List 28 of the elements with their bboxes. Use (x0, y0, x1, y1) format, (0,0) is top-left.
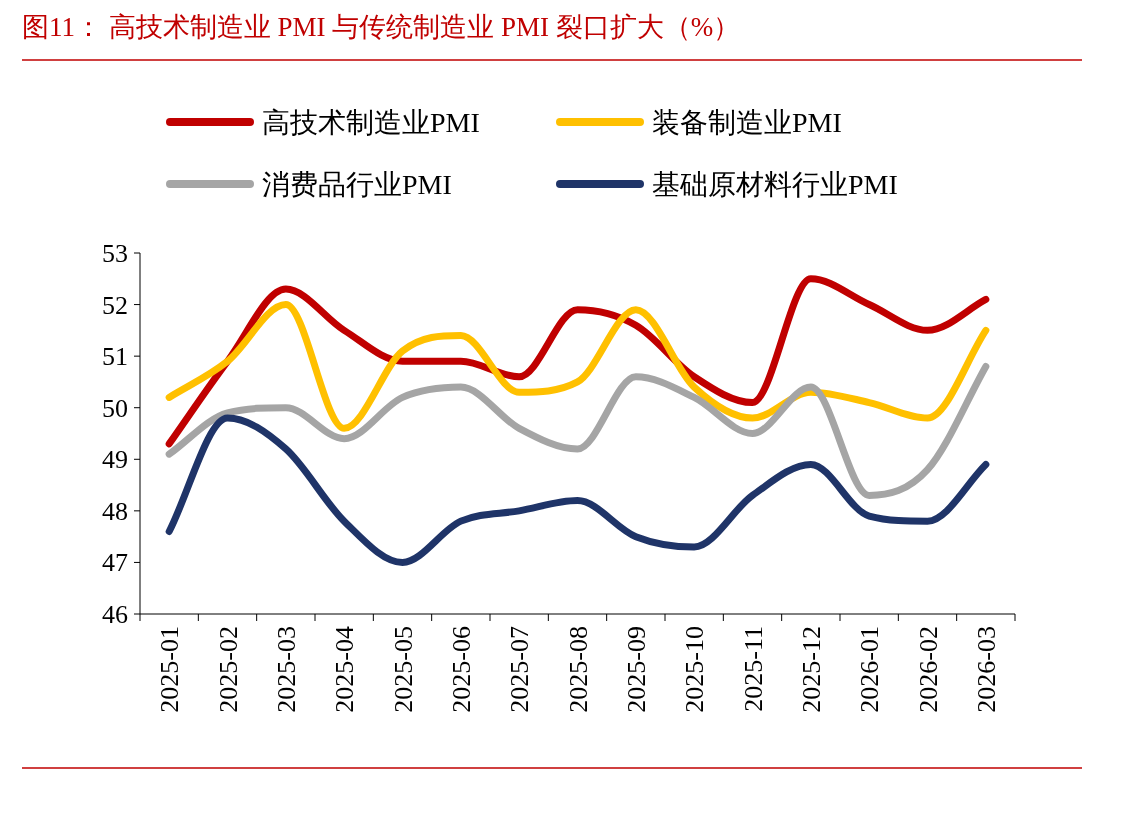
x-tick-label: 2025-11 (738, 626, 768, 712)
x-tick-label: 2026-03 (971, 626, 1001, 713)
x-tick-label: 2025-10 (680, 626, 710, 713)
x-tick-label: 2025-06 (446, 626, 476, 713)
x-tick-label: 2025-04 (330, 626, 360, 713)
x-tick-label: 2025-07 (505, 626, 535, 713)
x-tick-label: 2025-03 (271, 626, 301, 713)
x-tick-label: 2025-12 (796, 626, 826, 713)
chart-title: 图11： 高技术制造业 PMI 与传统制造业 PMI 裂口扩大（%） (22, 12, 741, 42)
x-tick-label: 2025-01 (155, 626, 185, 713)
x-tick-label: 2025-02 (213, 626, 243, 713)
y-tick-label: 52 (102, 290, 128, 320)
x-tick-label: 2026-01 (855, 626, 885, 713)
x-tick-label: 2025-09 (621, 626, 651, 713)
y-tick-label: 47 (102, 548, 128, 578)
legend-label: 消费品行业PMI (262, 169, 452, 200)
y-tick-label: 51 (102, 342, 128, 372)
legend-label: 装备制造业PMI (652, 107, 842, 138)
y-tick-label: 49 (102, 445, 128, 475)
legend-label: 基础原材料行业PMI (652, 169, 898, 200)
y-tick-label: 50 (102, 393, 128, 423)
y-tick-label: 48 (102, 496, 128, 526)
x-tick-label: 2025-05 (388, 626, 418, 713)
x-tick-label: 2025-08 (563, 626, 593, 713)
x-tick-label: 2026-02 (913, 626, 943, 713)
legend-label: 高技术制造业PMI (262, 107, 480, 138)
y-tick-label: 46 (102, 600, 128, 629)
y-tick-label: 53 (102, 239, 128, 268)
